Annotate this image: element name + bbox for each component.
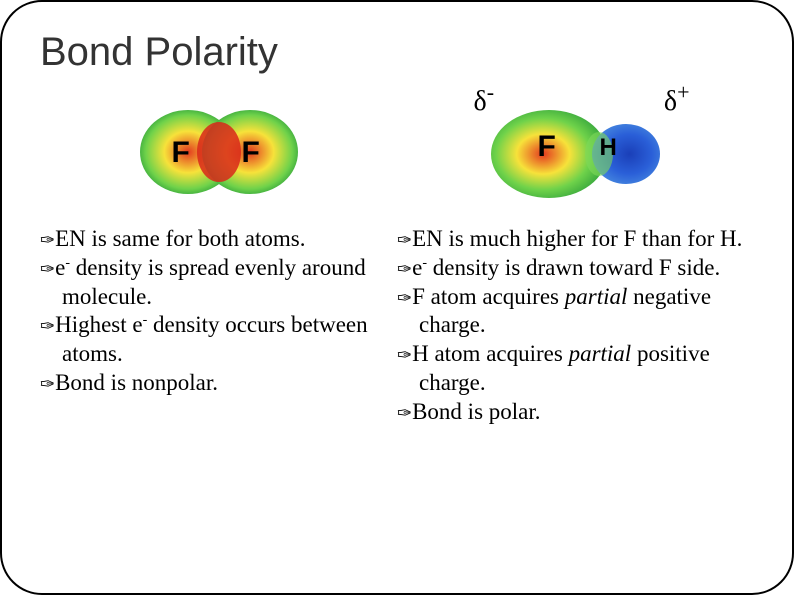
slide-title: Bond Polarity (40, 30, 754, 75)
bullet-marker: ✑ (40, 316, 55, 336)
bullet-item: ✑Bond is nonpolar. (40, 369, 387, 398)
bullet-marker: ✑ (40, 374, 55, 394)
atom-label-f-left: F (172, 136, 190, 170)
atom-label-h: H (600, 134, 617, 162)
diagram-row: F F δ- δ+ (40, 87, 754, 217)
bullet-marker: ✑ (397, 345, 412, 365)
bullet-marker: ✑ (397, 230, 412, 250)
right-column: ✑EN is much higher for F than for H.✑e- … (397, 225, 754, 426)
diagram-right: δ- δ+ (397, 87, 754, 217)
bullet-item: ✑EN is much higher for F than for H. (397, 225, 744, 254)
bullet-marker: ✑ (40, 259, 55, 279)
bullet-marker: ✑ (397, 288, 412, 308)
bullet-marker: ✑ (40, 230, 55, 250)
atom-label-f-right: F (242, 136, 260, 170)
atom-label-f: F (538, 130, 556, 164)
bullet-item: ✑F atom acquires partial negative charge… (397, 283, 744, 341)
left-column: ✑EN is same for both atoms.✑e- density i… (40, 225, 397, 426)
bullet-marker: ✑ (397, 259, 412, 279)
bullet-item: ✑EN is same for both atoms. (40, 225, 387, 254)
f2-density-map (124, 102, 314, 202)
bullet-marker: ✑ (397, 403, 412, 423)
bullet-item: ✑H atom acquires partial positive charge… (397, 340, 744, 398)
bullet-item: ✑Bond is polar. (397, 398, 744, 427)
bullet-item: ✑e- density is spread evenly around mole… (40, 254, 387, 312)
diagram-left: F F (40, 87, 397, 217)
molecule-f2: F F (124, 102, 314, 202)
delta-minus: δ- (474, 86, 495, 118)
bullet-item: ✑e- density is drawn toward F side. (397, 254, 744, 283)
molecule-hf: δ- δ+ (456, 92, 696, 212)
delta-plus: δ+ (664, 86, 690, 118)
slide-frame: Bond Polarity (0, 0, 794, 595)
bullet-item: ✑Highest e- density occurs between atoms… (40, 311, 387, 369)
hf-density-map (471, 102, 681, 202)
text-columns: ✑EN is same for both atoms.✑e- density i… (40, 225, 754, 426)
